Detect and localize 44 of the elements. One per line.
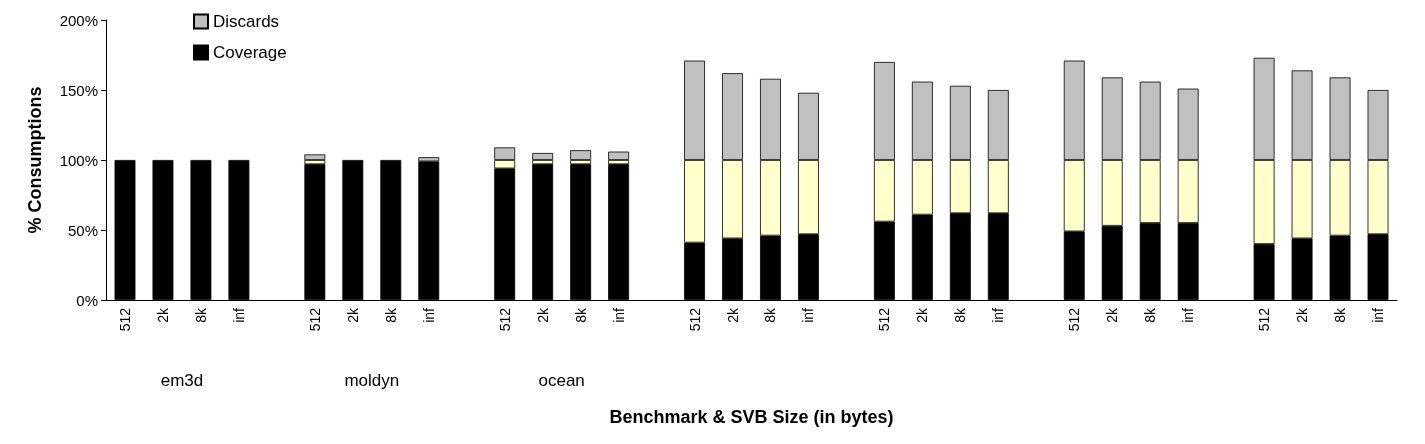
- y-tick-label: 150%: [59, 81, 98, 99]
- bar: [608, 151, 630, 160]
- x-tick-label: 512: [496, 307, 513, 332]
- x-tick-label: inf: [610, 307, 627, 323]
- bar: [532, 153, 554, 160]
- x-tick-label: 8k: [572, 307, 589, 323]
- x-tick-label: inf: [1370, 307, 1387, 323]
- x-tick-label: 512: [1256, 307, 1273, 332]
- x-tick-label: 512: [876, 307, 893, 332]
- legend-label: Coverage: [213, 43, 287, 62]
- x-tick-label: 8k: [762, 307, 779, 323]
- bar: [304, 154, 326, 160]
- x-tick-label: 2k: [724, 307, 741, 323]
- legend-label: Discards: [213, 12, 280, 31]
- text: moldyn: [344, 370, 400, 390]
- bar: [570, 150, 592, 160]
- x-tick-label: 8k: [1332, 307, 1349, 323]
- y-tick-label: 50%: [67, 221, 98, 239]
- x-tick-label: inf: [990, 307, 1007, 323]
- x-tick-label: inf: [420, 307, 437, 323]
- y-tick-label: 0%: [76, 291, 98, 309]
- x-tick-label: 2k: [534, 307, 551, 323]
- x-tick-label: 2k: [1104, 307, 1121, 323]
- x-tick-label: 8k: [952, 307, 969, 323]
- text: em3d: [160, 370, 204, 390]
- x-tick-label: 512: [306, 307, 323, 332]
- x-tick-label: 2k: [914, 307, 931, 323]
- x-tick-label: 2k: [1294, 307, 1311, 323]
- x-tick-label: inf: [1180, 307, 1197, 323]
- y-axis-title: % Consumptions: [25, 86, 45, 234]
- x-tick-label: 8k: [1142, 307, 1159, 323]
- y-tick-label: 200%: [59, 11, 98, 29]
- x-tick-label: 512: [1066, 307, 1083, 332]
- x-tick-label: 2k: [154, 307, 171, 323]
- x-tick-label: 8k: [192, 307, 209, 323]
- x-tick-label: 2k: [344, 307, 361, 323]
- x-tick-label: 8k: [382, 307, 399, 323]
- y-tick-label: 100%: [59, 151, 98, 169]
- x-tick-label: inf: [800, 307, 817, 323]
- x-tick-label: 512: [116, 307, 133, 332]
- x-tick-label: inf: [230, 307, 247, 323]
- x-axis-title: Benchmark & SVB Size (in bytes): [609, 407, 894, 427]
- text: ocean: [538, 370, 585, 390]
- x-tick-label: 512: [686, 307, 703, 332]
